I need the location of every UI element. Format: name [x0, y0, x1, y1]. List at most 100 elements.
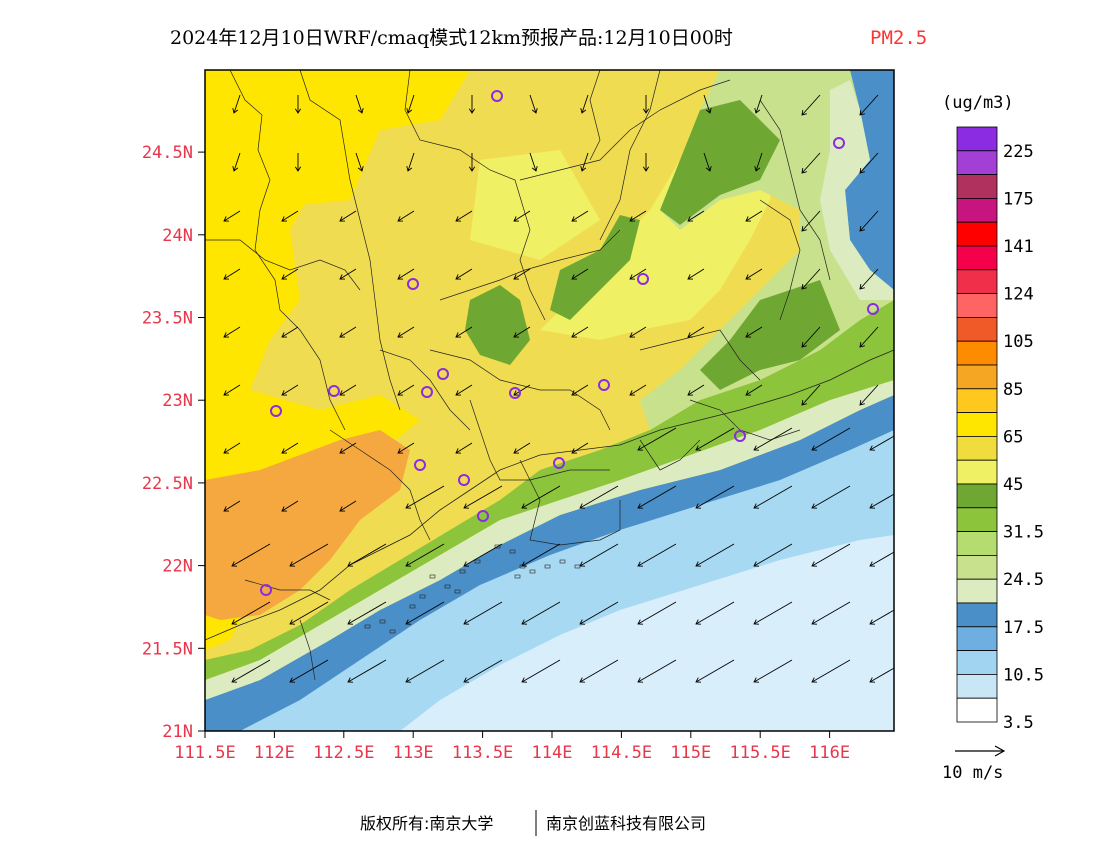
zone-bright-yellow-north: [260, 70, 470, 205]
colorbar-labels: 225 175 141 124 105 85 65 45 31.5 24.5 17.5 10.5 3.5: [1003, 142, 1044, 733]
wind-vector: [468, 153, 476, 172]
boundary-line: [639, 439, 701, 471]
wind-vector: [281, 442, 299, 454]
wind-vector: [294, 153, 302, 172]
wind-vector: [513, 384, 531, 396]
wind-vector: [695, 427, 735, 451]
boundary-line: [469, 399, 610, 481]
wind-vector: [580, 152, 589, 172]
wind-vector: [339, 384, 357, 396]
colorbar-cell: [956, 435, 998, 461]
wind-vector: [745, 384, 763, 396]
zone-orange: [205, 430, 410, 620]
station-marker: [260, 584, 272, 596]
wind-vector: [579, 543, 619, 567]
wind-vector: [281, 500, 299, 512]
wind-vector: [687, 384, 705, 396]
boundary-line: [519, 459, 621, 546]
colorbar-cell: [956, 269, 998, 294]
colorbar-cell: [956, 626, 998, 651]
wind-vector: [753, 543, 793, 567]
wind-vector: [869, 435, 894, 451]
y-tick-label: 22N: [162, 557, 193, 577]
wind-vector: [339, 268, 357, 280]
wind-vector: [397, 326, 415, 338]
x-tick-label: 115E: [670, 743, 711, 763]
colorbar-label: 85: [1003, 380, 1023, 400]
wind-legend-label: 10 m/s: [942, 763, 1003, 783]
wind-vector: [695, 543, 735, 567]
colorbar-cell: [956, 578, 998, 604]
colorbar-unit: (ug/m3): [942, 93, 1014, 113]
x-tick-label: 113.5E: [452, 743, 513, 763]
island-outline: [454, 589, 461, 594]
island-outline: [364, 624, 371, 629]
ocean-northeast: [845, 70, 894, 290]
colorbar-label: 24.5: [1003, 570, 1044, 590]
wind-vector: [529, 152, 538, 172]
wind-vector: [745, 326, 763, 338]
wind-vector: [455, 442, 473, 454]
wind-vector: [754, 152, 763, 172]
colorbar-label: 17.5: [1003, 618, 1044, 638]
colorbar-label: 105: [1003, 332, 1034, 352]
colorbar-cell: [956, 697, 998, 723]
wind-vector: [281, 384, 299, 396]
colorbar-cell: [956, 602, 998, 628]
boundary-line: [329, 429, 431, 541]
wind-vector: [571, 268, 589, 280]
wind-vector: [455, 384, 473, 396]
coastal-islands: [364, 544, 581, 634]
colorbar-cells: [956, 126, 998, 723]
wind-vector: [289, 659, 329, 683]
wind-vector: [869, 493, 894, 509]
x-tick-label: 112E: [254, 743, 295, 763]
wind-vector: [513, 210, 531, 222]
wind-vector: [397, 268, 415, 280]
colorbar-cell: [956, 150, 998, 176]
boundary-line: [759, 99, 831, 281]
colorbar-cell: [956, 388, 998, 413]
wind-vector: [521, 485, 561, 509]
wind-vector: [521, 601, 561, 625]
footer-company: 南京创蓝科技有限公司: [546, 814, 706, 833]
wind-vector: [571, 210, 589, 222]
colorbar-cell: [956, 555, 998, 580]
wind-vector: [642, 95, 650, 114]
wind-vector: [580, 94, 589, 114]
colorbar-label: 175: [1003, 189, 1034, 209]
wind-vector: [859, 210, 879, 232]
colorbar-cell: [956, 245, 998, 271]
wind-vector: [801, 210, 821, 232]
station-marker: [637, 273, 649, 285]
wind-vector: [703, 94, 712, 114]
wind-vector: [629, 210, 647, 222]
wind-vector: [571, 442, 589, 454]
station-marker: [270, 405, 282, 417]
wind-vector: [637, 543, 677, 567]
y-tick-label: 22.5N: [142, 474, 193, 494]
wind-vector: [455, 268, 473, 280]
colorbar-cell: [956, 174, 998, 199]
boundary-line: [205, 239, 361, 291]
colorbar-cell: [956, 412, 998, 437]
y-tick-label: 23.5N: [142, 309, 193, 329]
wind-vector: [281, 210, 299, 222]
island-outline: [574, 564, 581, 569]
wind-vector: [231, 601, 271, 625]
wind-vector: [745, 210, 763, 222]
wind-vector: [339, 442, 357, 454]
wind-vector: [703, 152, 712, 172]
wind-legend: 10 m/s: [942, 745, 1006, 783]
wind-vector: [811, 427, 851, 451]
wind-vector: [223, 268, 241, 280]
y-tick-label: 24.5N: [142, 143, 193, 163]
wind-vector: [859, 94, 879, 116]
wind-vector: [513, 442, 531, 454]
wind-vector: [695, 601, 735, 625]
station-marker: [491, 90, 503, 102]
wind-vector: [579, 659, 619, 683]
wind-vector: [695, 659, 735, 683]
colorbar-cell: [956, 674, 998, 699]
